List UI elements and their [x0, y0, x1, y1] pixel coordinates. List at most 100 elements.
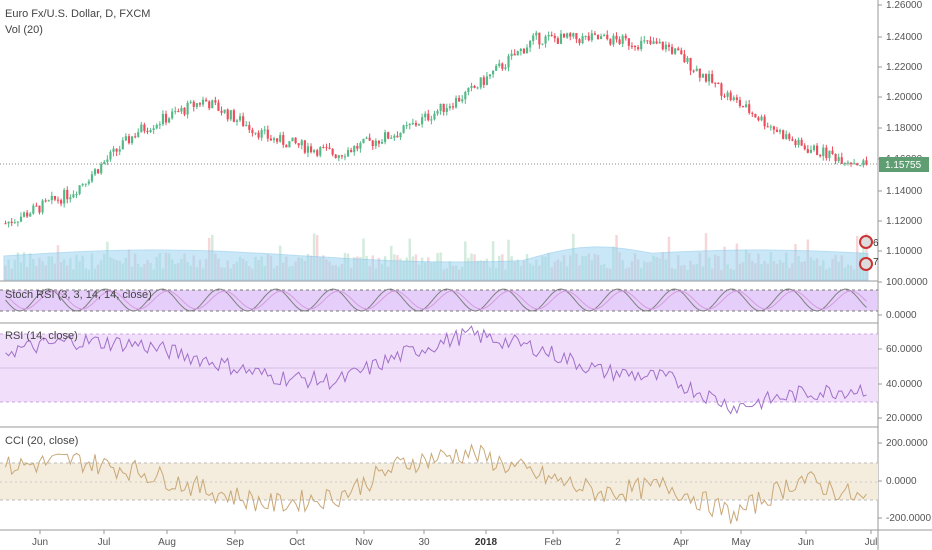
price-tick: 1.14000	[886, 186, 923, 197]
candle-body	[189, 101, 192, 103]
candle-body	[812, 145, 816, 150]
candle-body	[729, 92, 732, 101]
candle-body	[859, 165, 862, 167]
candle-body	[692, 70, 695, 72]
candle-body	[331, 148, 334, 155]
candle-body	[143, 124, 146, 132]
candle-body	[417, 124, 421, 126]
candle-body	[596, 34, 600, 39]
time-tick: Jun	[32, 537, 48, 548]
stoch-k-line	[5, 288, 867, 312]
candle-body	[581, 36, 584, 44]
candle-body	[584, 35, 587, 37]
candle-body	[313, 150, 316, 153]
candle-body	[667, 44, 671, 47]
candle-body	[661, 41, 664, 50]
candle-body	[674, 48, 677, 54]
candle-body	[251, 129, 254, 134]
candle-body	[670, 46, 674, 54]
candle-body	[492, 70, 495, 75]
candle-body	[229, 110, 232, 120]
time-tick: Jul	[865, 537, 878, 548]
candle-body	[78, 185, 81, 194]
volume-ma-area	[3, 246, 869, 281]
candle-body	[226, 109, 229, 120]
candle-body	[621, 35, 624, 44]
candle-body	[454, 97, 458, 108]
candle-body	[788, 134, 791, 140]
cci-axis[interactable]: 200.0000 0.0000 -200.0000	[878, 438, 931, 524]
candle-body	[436, 111, 439, 114]
volume-label: Vol (20)	[5, 24, 43, 36]
price-axis[interactable]: 1.260001.240001.220001.200001.180001.160…	[878, 0, 923, 257]
candle-body	[29, 213, 32, 217]
candle-body	[782, 130, 785, 139]
candle-body	[4, 223, 7, 225]
candle-body	[856, 163, 859, 166]
candle-body	[720, 83, 723, 96]
candle-body	[235, 120, 239, 122]
candle-body	[19, 216, 23, 222]
candle-body	[103, 161, 106, 164]
candle-body	[566, 33, 569, 38]
time-tick: Jul	[98, 537, 111, 548]
candle-body	[646, 40, 649, 42]
candle-body	[655, 41, 658, 44]
candle-body	[257, 132, 260, 138]
candle-body	[766, 126, 769, 128]
candle-body	[66, 189, 69, 200]
candle-body	[763, 116, 766, 127]
stoch-band	[0, 290, 878, 311]
candle-body	[689, 57, 692, 71]
candle-body	[214, 100, 217, 103]
volume-bar	[408, 238, 412, 280]
candle-body	[825, 147, 828, 158]
candle-body	[340, 155, 343, 157]
stoch-axis[interactable]: 100.0000 0.0000	[878, 277, 928, 321]
candle-body	[785, 134, 788, 139]
candle-body	[399, 132, 402, 138]
candle-body	[263, 129, 266, 131]
candle-body	[75, 193, 78, 195]
event-badges[interactable]: 6 7	[859, 235, 879, 271]
candle-body	[168, 118, 171, 123]
candle-body	[390, 137, 393, 139]
time-tick: Feb	[544, 537, 562, 548]
candle-body	[624, 35, 627, 39]
time-axis[interactable]: Jun Jul Aug Sep Oct Nov 30 2018 Feb 2 Apr May Jun Jul	[32, 530, 877, 548]
candle-body	[38, 205, 41, 213]
candle-body	[127, 136, 131, 144]
candle-body	[35, 205, 38, 207]
rsi-tick: 40.0000	[886, 379, 923, 390]
candle-body	[849, 162, 853, 164]
price-tick: 1.26000	[886, 0, 923, 11]
candle-body	[97, 169, 100, 174]
rsi-axis[interactable]: 60.0000 40.0000 20.0000	[878, 344, 923, 424]
cci-tick: 200.0000	[886, 438, 928, 449]
candle-body	[760, 116, 763, 121]
candle-body	[146, 131, 149, 133]
candle-body	[41, 200, 44, 213]
candle-body	[411, 123, 414, 125]
candle-body	[606, 34, 609, 40]
candle-body	[451, 106, 455, 108]
candle-body	[507, 56, 510, 68]
candle-body	[726, 92, 729, 97]
candle-body	[745, 104, 748, 108]
candle-body	[205, 99, 208, 102]
candle-body	[529, 40, 532, 48]
candle-body	[862, 160, 865, 166]
candle-body	[152, 128, 155, 131]
candle-body	[201, 99, 205, 105]
candle-body	[195, 103, 198, 107]
candle-body	[664, 44, 667, 50]
candle-body	[658, 41, 661, 44]
rsi-label: RSI (14, close)	[5, 330, 78, 342]
candle-body	[10, 221, 13, 224]
candle-body	[353, 146, 356, 153]
candle-body	[174, 111, 177, 113]
candle-body	[245, 125, 248, 127]
candle-body	[32, 205, 35, 214]
candle-body	[837, 157, 840, 162]
